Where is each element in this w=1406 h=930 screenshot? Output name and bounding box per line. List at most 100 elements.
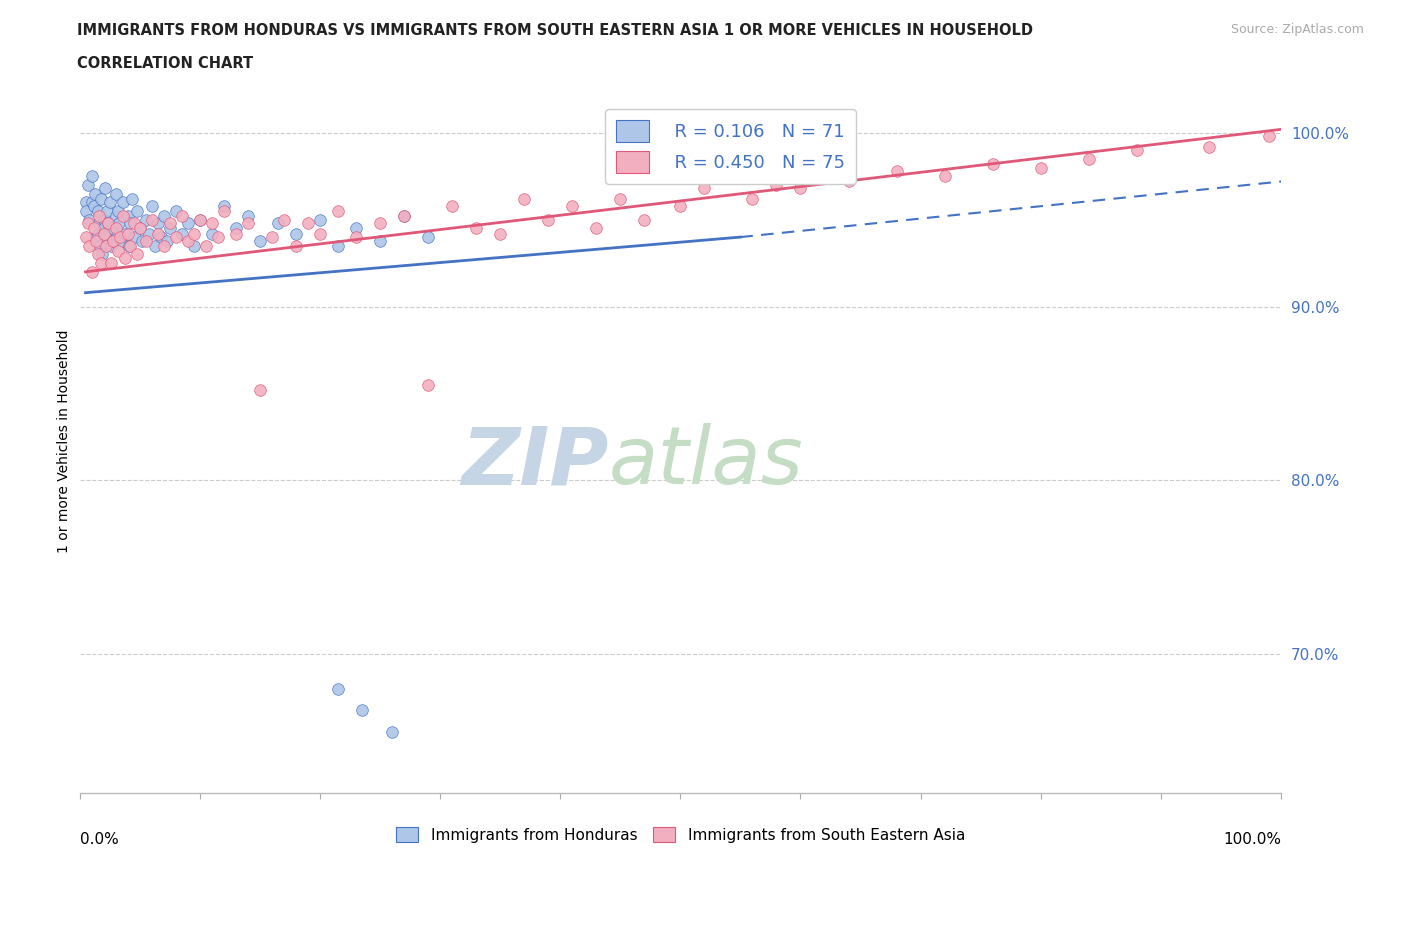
Point bbox=[368, 233, 391, 248]
Point bbox=[127, 204, 149, 219]
Point bbox=[176, 216, 198, 231]
Point bbox=[159, 216, 181, 231]
Point bbox=[838, 174, 860, 189]
Point bbox=[83, 198, 105, 213]
Text: 0.0%: 0.0% bbox=[80, 831, 118, 847]
Point bbox=[249, 233, 271, 248]
Point bbox=[344, 221, 367, 236]
Point bbox=[87, 216, 110, 231]
Point bbox=[97, 216, 120, 231]
Point bbox=[212, 198, 235, 213]
Text: 100.0%: 100.0% bbox=[1223, 831, 1281, 847]
Point bbox=[513, 192, 536, 206]
Point bbox=[87, 209, 110, 224]
Point bbox=[183, 226, 205, 241]
Point bbox=[170, 226, 193, 241]
Point bbox=[104, 221, 127, 236]
Point bbox=[107, 204, 129, 219]
Point bbox=[86, 204, 108, 219]
Point bbox=[135, 212, 157, 227]
Point bbox=[128, 221, 150, 236]
Point bbox=[84, 186, 107, 201]
Point bbox=[111, 209, 134, 224]
Point bbox=[207, 230, 229, 245]
Point bbox=[75, 230, 97, 245]
Point bbox=[83, 221, 105, 236]
Point bbox=[100, 238, 122, 253]
Point bbox=[146, 216, 169, 231]
Point bbox=[326, 682, 349, 697]
Point bbox=[368, 216, 391, 231]
Point bbox=[273, 212, 295, 227]
Point bbox=[118, 238, 141, 253]
Point bbox=[90, 256, 112, 271]
Point bbox=[176, 233, 198, 248]
Point bbox=[159, 221, 181, 236]
Point bbox=[80, 169, 103, 184]
Point bbox=[138, 226, 160, 241]
Point bbox=[101, 221, 124, 236]
Point bbox=[236, 209, 259, 224]
Point bbox=[1029, 160, 1052, 175]
Point bbox=[609, 192, 631, 206]
Point bbox=[111, 195, 134, 210]
Point bbox=[693, 181, 716, 196]
Point bbox=[1126, 143, 1149, 158]
Point bbox=[194, 238, 217, 253]
Text: IMMIGRANTS FROM HONDURAS VS IMMIGRANTS FROM SOUTH EASTERN ASIA 1 OR MORE VEHICLE: IMMIGRANTS FROM HONDURAS VS IMMIGRANTS F… bbox=[77, 23, 1033, 38]
Point bbox=[236, 216, 259, 231]
Point bbox=[143, 238, 166, 253]
Point bbox=[101, 233, 124, 248]
Point bbox=[183, 238, 205, 253]
Point bbox=[141, 212, 163, 227]
Point bbox=[765, 178, 787, 193]
Point bbox=[86, 233, 108, 248]
Point bbox=[489, 226, 512, 241]
Point bbox=[135, 233, 157, 248]
Point bbox=[146, 226, 169, 241]
Point bbox=[188, 212, 211, 227]
Point bbox=[94, 238, 117, 253]
Point bbox=[122, 216, 145, 231]
Point bbox=[201, 216, 224, 231]
Point bbox=[789, 181, 811, 196]
Point bbox=[127, 247, 149, 262]
Point bbox=[284, 226, 307, 241]
Point bbox=[141, 198, 163, 213]
Point bbox=[669, 198, 692, 213]
Point bbox=[1077, 152, 1099, 166]
Point bbox=[165, 230, 187, 245]
Point bbox=[80, 195, 103, 210]
Point bbox=[89, 238, 111, 253]
Point bbox=[97, 216, 120, 231]
Point bbox=[741, 192, 763, 206]
Point bbox=[77, 238, 100, 253]
Point bbox=[124, 230, 146, 245]
Point bbox=[188, 212, 211, 227]
Point bbox=[308, 226, 330, 241]
Y-axis label: 1 or more Vehicles in Household: 1 or more Vehicles in Household bbox=[58, 329, 72, 553]
Point bbox=[105, 230, 128, 245]
Point bbox=[90, 192, 112, 206]
Point bbox=[212, 204, 235, 219]
Point bbox=[117, 209, 139, 224]
Point bbox=[108, 216, 131, 231]
Point bbox=[201, 226, 224, 241]
Text: atlas: atlas bbox=[609, 423, 803, 501]
Point bbox=[170, 209, 193, 224]
Point bbox=[284, 238, 307, 253]
Point bbox=[633, 212, 655, 227]
Point bbox=[326, 204, 349, 219]
Point bbox=[1258, 129, 1281, 144]
Point bbox=[585, 221, 607, 236]
Point bbox=[416, 230, 439, 245]
Text: Source: ZipAtlas.com: Source: ZipAtlas.com bbox=[1230, 23, 1364, 36]
Point bbox=[392, 209, 415, 224]
Point bbox=[118, 238, 141, 253]
Point bbox=[981, 156, 1004, 171]
Legend: Immigrants from Honduras, Immigrants from South Eastern Asia: Immigrants from Honduras, Immigrants fro… bbox=[389, 820, 972, 849]
Point bbox=[93, 221, 115, 236]
Point bbox=[1198, 140, 1220, 154]
Text: ZIP: ZIP bbox=[461, 423, 609, 501]
Point bbox=[934, 169, 956, 184]
